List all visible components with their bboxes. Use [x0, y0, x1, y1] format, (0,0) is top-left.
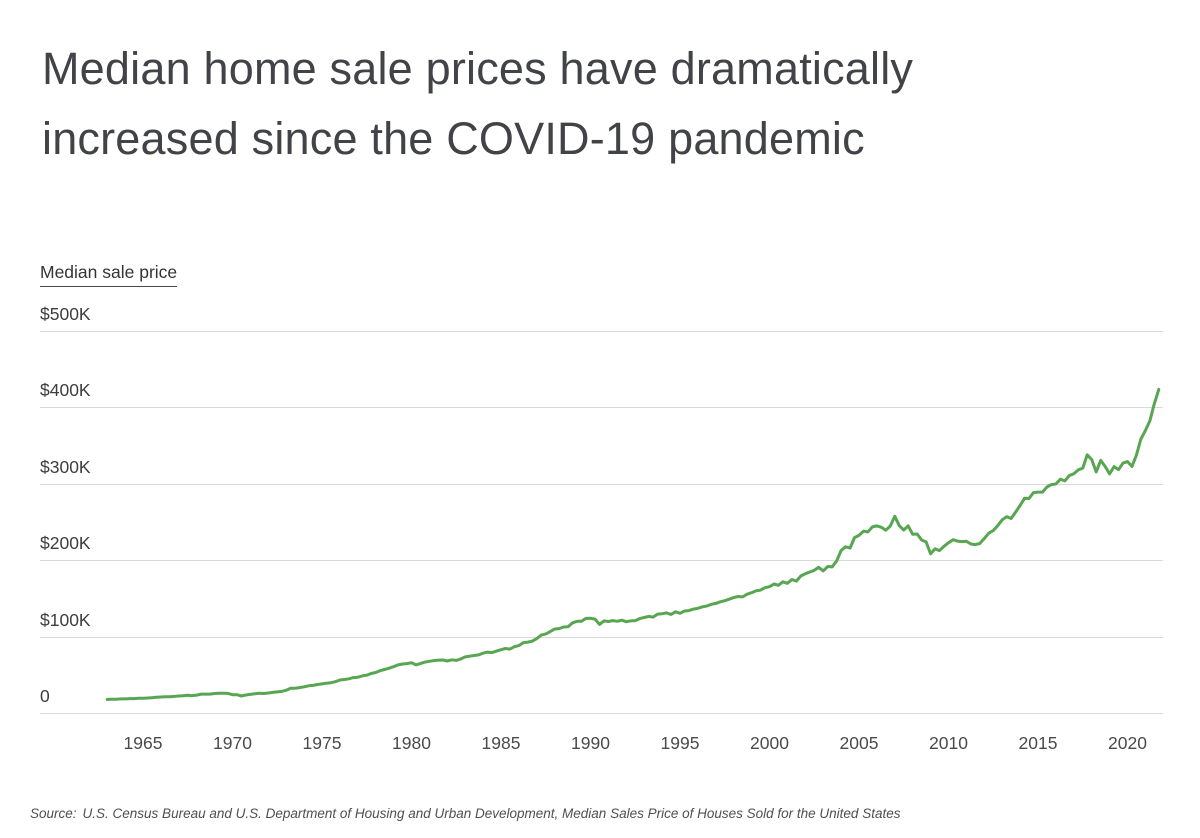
y-axis-title: Median sale price — [40, 262, 178, 287]
x-tick-label: 2005 — [839, 733, 879, 753]
x-tick-label: 1975 — [302, 733, 342, 753]
x-tick-label: 2020 — [1108, 733, 1147, 753]
x-tick-label: 1985 — [481, 733, 521, 753]
y-tick-label: $500K — [40, 304, 91, 324]
y-gridline-300K — [40, 483, 1163, 485]
y-gridline-0 — [40, 713, 1163, 714]
x-tick-label: 1990 — [571, 733, 610, 753]
y-tick-label: $100K — [40, 609, 91, 630]
y-gridline-200K — [40, 560, 1163, 562]
y-tick-label: 0 — [40, 686, 50, 706]
y-gridline-400K — [40, 407, 1163, 409]
y-tick-label: $200K — [40, 533, 91, 554]
x-tick-label: 1970 — [213, 733, 252, 753]
x-tick-label: 2010 — [929, 733, 968, 753]
x-tick-label: 2015 — [1018, 733, 1058, 753]
x-tick-label: 1965 — [123, 733, 163, 753]
x-tick-label: 1980 — [392, 733, 431, 753]
y-tick-label: $300K — [40, 456, 91, 477]
y-gridline-100K — [40, 636, 1163, 638]
x-tick-label: 2000 — [750, 733, 789, 753]
y-tick-label: $400K — [40, 380, 91, 401]
y-gridline-500K — [40, 331, 1163, 332]
source-text: U.S. Census Bureau and U.S. Department o… — [82, 806, 901, 821]
chart-title: Median home sale prices have dramaticall… — [42, 43, 914, 164]
source-note: Source: U.S. Census Bureau and U.S. Depar… — [30, 806, 1180, 821]
price-line — [105, 387, 1161, 701]
source-label: Source: — [30, 806, 77, 821]
x-tick-label: 1995 — [660, 733, 700, 753]
